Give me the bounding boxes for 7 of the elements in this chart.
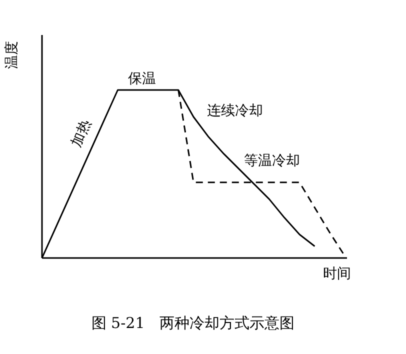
annotation: 保温 <box>128 71 156 87</box>
xlabel: 时间 <box>323 266 351 282</box>
annotation: 连续冷却 <box>207 103 263 119</box>
annotation: 加热 <box>68 117 94 150</box>
annotation: 等温冷却 <box>244 153 300 169</box>
annotation: 图 5-21 两种冷却方式示意图 <box>91 314 295 332</box>
ylabel: 温度 <box>4 41 20 69</box>
